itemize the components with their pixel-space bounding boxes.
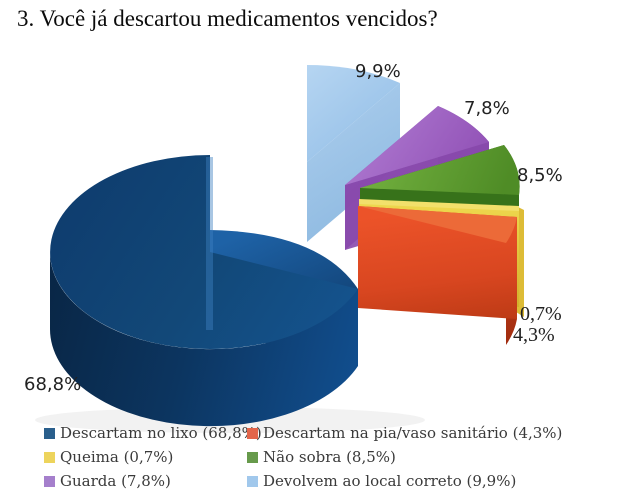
data-label-pia: 4,3%	[513, 324, 555, 346]
legend-label: Descartam na pia/vaso sanitário (4,3%)	[263, 424, 563, 442]
legend-label: Não sobra (8,5%)	[263, 448, 396, 466]
pie-slice-descartam-no-lixo	[49, 155, 359, 427]
data-label-nao-sobra: 8,5%	[517, 165, 563, 186]
slice-top-face	[345, 106, 489, 185]
legend-swatch-nao-sobra	[247, 451, 258, 463]
legend-swatch-descartam-na-pia	[247, 427, 258, 439]
slice-top-face	[358, 206, 517, 243]
pie-slice-descartam-na-pia	[358, 206, 517, 345]
legend-label: Devolvem ao local correto (9,9%)	[263, 472, 517, 490]
legend-item-queima: Queima (0,7%)	[44, 449, 247, 465]
legend-swatch-devolvem	[247, 475, 258, 487]
legend-swatch-queima	[44, 451, 55, 463]
slice-top-face	[360, 145, 520, 195]
slice-top-face	[50, 155, 359, 349]
slice-top-face	[359, 199, 519, 211]
chart-legend: Descartam no lixo (68,8%) Descartam na p…	[44, 425, 584, 489]
data-label-guarda: 7,8%	[464, 98, 510, 119]
slice-top-face	[307, 64, 400, 162]
chart-title: 3. Você já descartou medicamentos vencid…	[17, 6, 438, 31]
slice-side-wall	[49, 252, 359, 427]
legend-label: Guarda (7,8%)	[60, 472, 171, 490]
slice-side-wall	[307, 83, 400, 242]
slice-cut-edge	[206, 157, 213, 330]
legend-item-descartam-na-pia: Descartam na pia/vaso sanitário (4,3%)	[247, 425, 584, 441]
legend-item-guarda: Guarda (7,8%)	[44, 473, 247, 489]
data-label-devolvem: 9,9%	[355, 61, 401, 82]
legend-item-descartam-no-lixo: Descartam no lixo (68,8%)	[44, 425, 262, 441]
legend-item-devolvem: Devolvem ao local correto (9,9%)	[247, 473, 584, 489]
data-label-queima: 0,7%	[520, 303, 562, 325]
pie-slice-devolvem-ao-local-correto	[307, 64, 400, 242]
legend-item-nao-sobra: Não sobra (8,5%)	[247, 449, 584, 465]
legend-swatch-descartam-no-lixo	[44, 427, 55, 439]
legend-label: Queima (0,7%)	[60, 448, 174, 466]
legend-label: Descartam no lixo (68,8%)	[60, 424, 262, 442]
legend-swatch-guarda	[44, 475, 55, 487]
data-label-lixo: 68,8%	[24, 374, 82, 395]
